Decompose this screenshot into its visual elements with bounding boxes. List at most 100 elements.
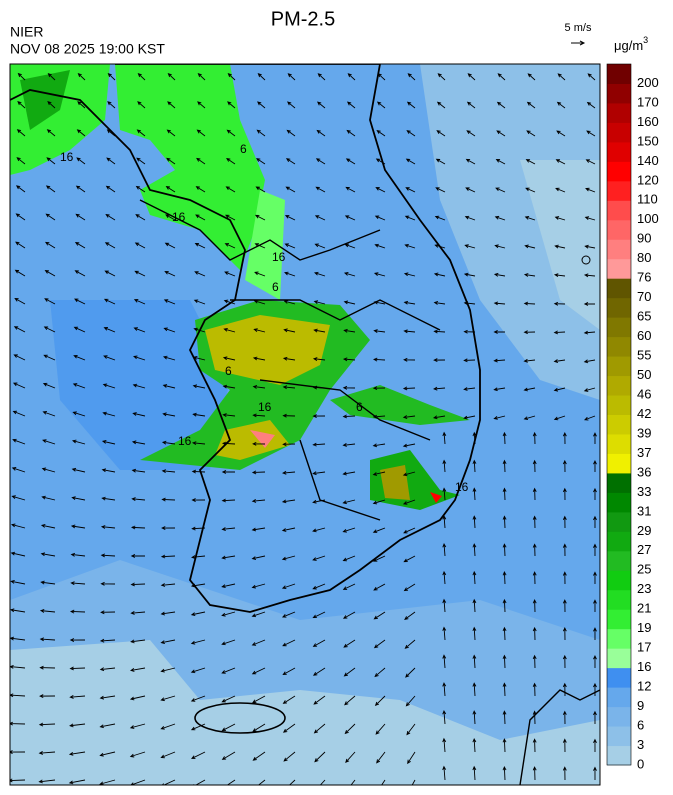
- wind-arrow: [282, 639, 296, 647]
- wind-arrow: [161, 497, 176, 502]
- wind-arrow: [593, 655, 597, 669]
- wind-arrow: [373, 329, 386, 333]
- wind-arrow: [502, 710, 507, 725]
- wind-arrow: [583, 273, 596, 278]
- wind-arrow: [192, 356, 206, 361]
- wind-arrow: [10, 523, 26, 529]
- wind-arrow: [251, 667, 266, 675]
- wind-arrow: [375, 187, 386, 193]
- colorbar-label: 76: [637, 270, 651, 285]
- wind-arrow: [107, 101, 116, 109]
- wind-arrow: [562, 543, 567, 557]
- wind-arrow: [496, 101, 506, 109]
- wind-arrow: [344, 215, 356, 221]
- unit-base: μg/m: [614, 38, 643, 53]
- wind-arrow: [373, 272, 386, 277]
- wind-arrow: [251, 527, 266, 532]
- colorbar-label: 50: [637, 367, 651, 382]
- wind-arrow: [285, 158, 296, 165]
- wind-field: [10, 72, 597, 785]
- wind-arrow: [442, 765, 447, 781]
- wind-arrow: [133, 327, 146, 333]
- field-east: [420, 64, 600, 400]
- wind-arrow: [433, 358, 446, 363]
- wind-arrow: [226, 157, 236, 165]
- wind-arrow: [584, 216, 596, 221]
- wind-arrow: [222, 413, 236, 417]
- wind-arrow: [502, 571, 507, 585]
- wind-arrow: [402, 443, 416, 448]
- wind-arrow: [493, 272, 506, 277]
- wind-arrow: [100, 610, 116, 615]
- wind-arrow: [442, 598, 447, 613]
- wind-arrow: [163, 299, 176, 305]
- wind-arrow: [101, 496, 116, 501]
- wind-arrow: [312, 667, 326, 676]
- wind-arrow: [405, 695, 416, 707]
- wind-arrow: [70, 552, 86, 557]
- wind-arrow: [463, 329, 476, 334]
- wind-arrow: [373, 611, 386, 620]
- wind-arrow: [373, 583, 386, 591]
- wind-arrow: [442, 626, 447, 641]
- japan-coast: [519, 689, 600, 785]
- wind-arrow: [17, 72, 26, 81]
- wind-arrow: [406, 723, 416, 736]
- wind-arrow: [251, 555, 266, 560]
- wind-arrow: [472, 765, 477, 781]
- contour-label: 6: [356, 400, 363, 414]
- wind-arrow: [72, 383, 86, 389]
- wind-arrow: [161, 469, 176, 474]
- field-red-2: [430, 492, 442, 503]
- wind-arrow: [316, 129, 326, 137]
- colorbar-segment: [607, 122, 631, 143]
- wind-arrow: [376, 751, 386, 764]
- wind-arrow: [75, 185, 86, 193]
- wind-arrow: [342, 611, 356, 619]
- wind-arrow: [42, 382, 56, 389]
- colorbar-label: 23: [637, 581, 651, 596]
- wind-arrow: [502, 765, 507, 781]
- wind-arrow: [472, 515, 477, 529]
- wind-arrow: [593, 738, 597, 753]
- wind-arrow: [251, 583, 266, 589]
- wind-arrow: [46, 129, 56, 137]
- wind-arrow: [17, 100, 26, 109]
- wind-arrow: [381, 779, 386, 785]
- wind-arrow: [495, 158, 506, 165]
- wind-arrow: [282, 385, 296, 390]
- wind-arrow: [283, 328, 296, 333]
- wind-arrow: [224, 243, 236, 249]
- wind-arrow: [593, 710, 597, 725]
- wind-arrow: [39, 637, 56, 642]
- wind-arrow: [131, 468, 146, 473]
- wind-arrow: [502, 459, 507, 473]
- wind-arrow: [45, 185, 56, 193]
- wind-arrow: [221, 498, 236, 503]
- wind-arrow: [593, 543, 597, 557]
- wind-arrow: [40, 580, 56, 585]
- border: [139, 199, 381, 261]
- wind-arrow: [160, 723, 176, 730]
- wind-arrow: [41, 467, 56, 473]
- wind-arrow: [472, 487, 477, 501]
- wind-arrow: [39, 665, 56, 670]
- wind-arrow: [134, 270, 146, 277]
- wind-arrow: [132, 383, 146, 389]
- wind-arrow: [255, 186, 266, 193]
- wind-arrow: [165, 214, 176, 221]
- wind-arrow: [100, 581, 116, 586]
- wind-arrow: [161, 779, 176, 785]
- colorbar-segment: [607, 492, 631, 513]
- wind-arrow: [103, 327, 116, 333]
- wind-arrow: [105, 185, 116, 193]
- wind-arrow: [227, 73, 236, 81]
- wind-arrow: [312, 555, 326, 561]
- wind-arrow: [221, 583, 236, 589]
- wind-arrow: [372, 414, 386, 419]
- wind-arrow: [442, 515, 447, 529]
- wind-arrow: [43, 354, 56, 361]
- wind-arrow: [221, 751, 236, 760]
- wind-arrow: [77, 101, 86, 109]
